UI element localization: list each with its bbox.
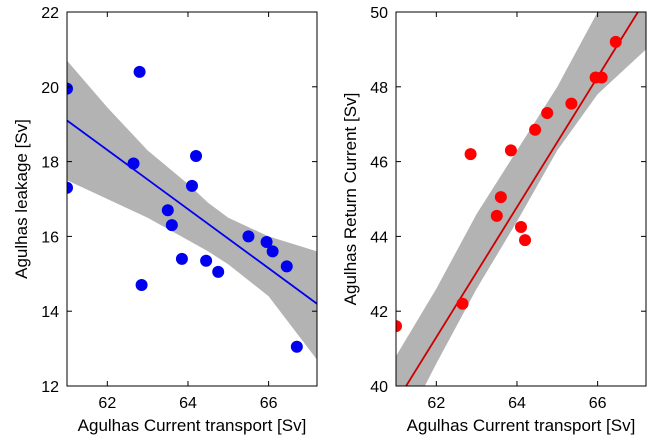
plot-area-1 <box>67 60 317 360</box>
y-tick-label: 42 <box>370 304 388 321</box>
regression-line <box>405 12 639 386</box>
x-axis-label: Agulhas Current transport [Sv] <box>78 416 307 435</box>
data-point <box>175 252 188 265</box>
y-tick-label: 12 <box>41 379 59 396</box>
data-point <box>135 279 148 292</box>
data-point <box>515 221 527 234</box>
data-point <box>541 106 554 119</box>
confidence-band <box>67 60 317 360</box>
y-tick-label: 40 <box>370 379 388 396</box>
data-point <box>490 209 503 222</box>
data-point <box>290 340 303 353</box>
axes-frame <box>395 11 647 387</box>
x-tick-label: 66 <box>260 395 278 412</box>
data-point <box>67 82 73 95</box>
y-tick-label: 16 <box>41 229 59 246</box>
data-point <box>464 148 477 161</box>
x-tick-label: 66 <box>589 395 607 412</box>
data-point <box>266 245 279 258</box>
confidence-band <box>396 12 646 386</box>
y-tick-label: 18 <box>41 155 59 172</box>
data-point <box>565 97 578 110</box>
x-axis-label: Agulhas Current transport [Sv] <box>407 416 636 435</box>
y-tick-label: 50 <box>370 5 388 22</box>
data-point <box>242 230 255 243</box>
data-point <box>161 204 174 217</box>
y-tick-label: 48 <box>370 80 388 97</box>
y-axis-label: Agulhas Return Current [Sv] <box>341 93 360 306</box>
data-point <box>127 157 140 170</box>
data-point <box>190 149 203 162</box>
y-tick-label: 20 <box>41 80 59 97</box>
x-tick-label: 64 <box>508 395 526 412</box>
y-tick-label: 44 <box>370 229 388 246</box>
data-point <box>260 236 273 249</box>
data-point <box>494 191 507 204</box>
axes-frame <box>66 11 318 387</box>
data-point <box>595 71 608 84</box>
y-tick-label: 14 <box>41 304 59 321</box>
data-point <box>165 219 178 232</box>
data-point <box>200 254 213 267</box>
data-point <box>519 234 532 247</box>
x-tick-label: 62 <box>427 395 445 412</box>
y-tick-label: 22 <box>41 5 59 22</box>
data-point <box>133 65 146 78</box>
data-point <box>186 179 198 192</box>
data-point <box>529 123 542 136</box>
y-tick-label: 46 <box>370 155 388 172</box>
data-point <box>456 297 469 310</box>
data-point <box>396 320 402 333</box>
data-point <box>212 265 225 278</box>
data-point <box>280 260 293 273</box>
data-point <box>67 181 73 194</box>
y-axis-label: Agulhas leakage [Sv] <box>12 119 31 279</box>
plot-area-2 <box>396 12 646 386</box>
data-point <box>504 144 517 157</box>
x-tick-label: 64 <box>179 395 197 412</box>
x-tick-label: 62 <box>98 395 116 412</box>
regression-line <box>67 119 317 305</box>
data-point <box>609 35 622 48</box>
